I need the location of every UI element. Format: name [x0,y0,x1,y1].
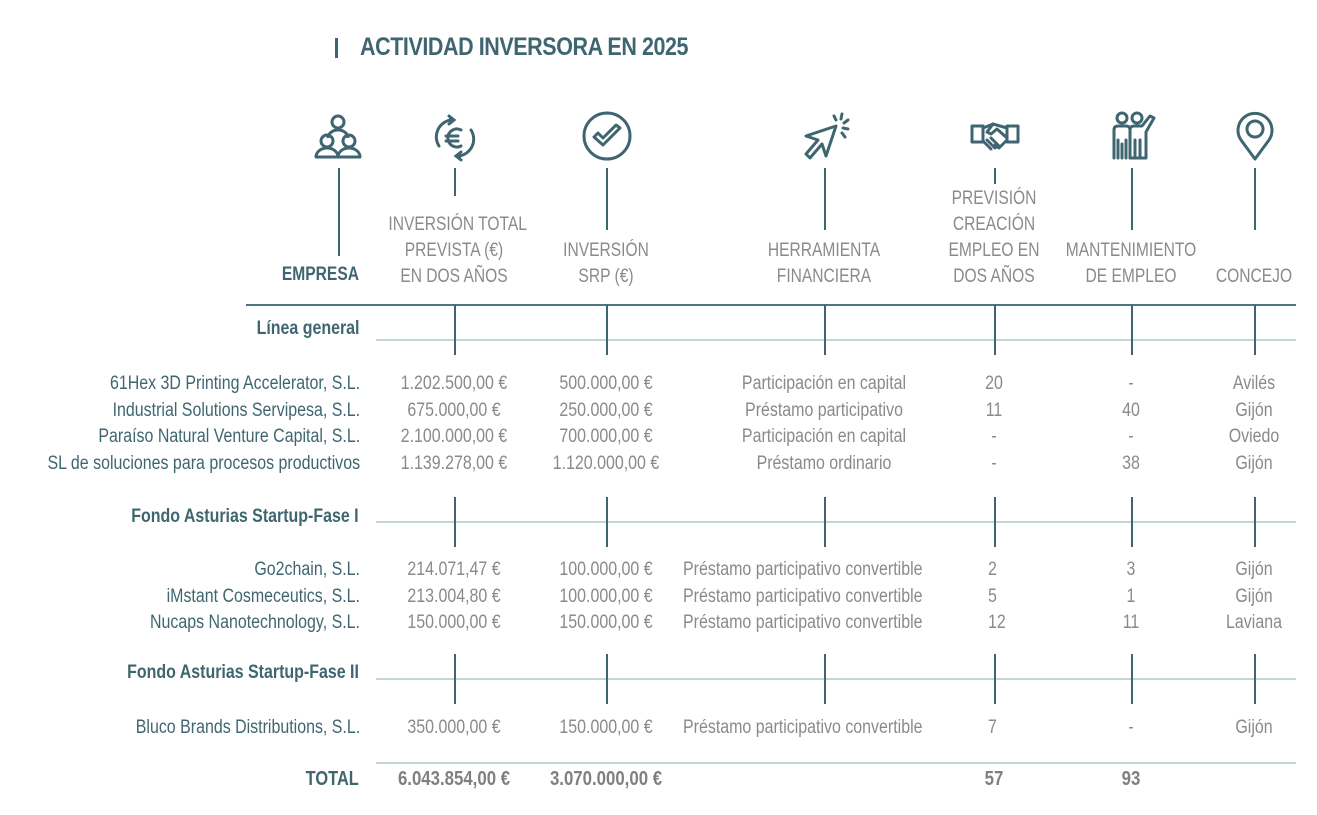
table-cell-inversion-srp: 500.000,00 € 250.000,00 € 700.000,00 € 1… [552,373,660,474]
table-cell-herramienta: Participación en capital Préstamo partic… [741,373,907,474]
page-title: ACTIVIDAD INVERSORA EN 2025 [360,33,689,61]
total-prevision-empleo: 57 [984,768,1004,790]
section-rule [376,339,1296,341]
table-cell-inversion-srp: 100.000,00 € 100.000,00 € 150.000,00 € [559,559,653,633]
title-accent-bar [335,38,338,58]
column-tick [824,305,826,355]
table-cell-prevision: 2 5 12 [988,559,1006,633]
table-cell-concejo: Gijón Gijón Laviana [1226,559,1282,633]
handshake-icon [969,110,1021,162]
column-tick [994,654,996,704]
section-title-linea-general: Línea general [256,318,359,339]
column-tick [1254,305,1256,355]
table-cell-empresa: 61Hex 3D Printing Accelerator, S.L. Indu… [47,373,360,474]
header-empresa: EMPRESA [281,264,359,285]
section-rule [376,521,1296,523]
total-inversion-srp: 3.070.000,00 € [549,768,663,790]
location-pin-icon [1229,110,1281,162]
column-tick [1131,654,1133,704]
header-divider [246,304,1296,306]
header-mantenimiento: MANTENIMIENTO DE EMPLEO [1065,240,1197,287]
column-tick [824,497,826,547]
column-line-inversion-srp [606,168,608,230]
column-tick [606,654,608,704]
header-herramienta: HERRAMIENTA FINANCIERA [767,240,881,287]
table-cell-inversion-srp: 150.000,00 € [559,717,653,738]
check-circle-icon [581,110,633,162]
table-cell-inversion-total: 1.202.500,00 € 675.000,00 € 2.100.000,00… [400,373,508,474]
column-tick [1131,497,1133,547]
column-tick [606,497,608,547]
column-line-empresa [338,168,340,256]
column-tick [454,305,456,355]
table-cell-herramienta: Préstamo participativo convertible Prést… [683,559,923,633]
total-divider [376,762,1296,764]
total-mantenimiento: 93 [1121,768,1141,790]
table-cell-concejo: Avilés Gijón Oviedo Gijón [1228,373,1280,474]
column-tick [454,654,456,704]
section-title-fase-2: Fondo Asturias Startup-Fase II [127,662,359,683]
column-tick [454,497,456,547]
table-cell-inversion-total: 214.071,47 € 213.004,80 € 150.000,00 € [407,559,501,633]
section-title-fase-1: Fondo Asturias Startup-Fase I [131,506,359,527]
column-line-prevision [994,168,996,184]
table-cell-prevision: 7 [988,717,997,738]
table-cell-empresa: Go2chain, S.L. iMstant Cosmeceutics, S.L… [150,559,360,633]
table-cell-mantenimiento: - 40 - 38 [1122,373,1140,474]
column-tick [1254,497,1256,547]
header-concejo: CONCEJO [1215,266,1293,287]
column-tick [1131,305,1133,355]
column-line-concejo [1254,168,1256,230]
table-cell-mantenimiento: 3 1 11 [1122,559,1140,633]
column-tick [1254,654,1256,704]
header-inversion-total: INVERSIÓN TOTAL PREVISTA (€) EN DOS AÑOS [388,214,527,287]
table-cell-mantenimiento: - [1128,717,1134,738]
column-line-inversion-total [454,168,456,196]
column-tick [824,654,826,704]
table-cell-inversion-total: 350.000,00 € [407,717,501,738]
total-label: TOTAL [305,768,359,790]
table-cell-herramienta: Préstamo participativo convertible [683,717,923,738]
total-inversion-total: 6.043.854,00 € [397,768,511,790]
column-tick [994,305,996,355]
table-cell-concejo: Gijón [1235,717,1273,738]
group-people-icon [312,112,364,164]
column-tick [606,305,608,355]
column-tick [994,497,996,547]
people-waving-icon [1108,110,1160,162]
header-prevision-empleo: PREVISIÓN CREACIÓN EMPLEO EN DOS AÑOS [948,188,1040,287]
header-inversion-srp: INVERSIÓN SRP (€) [563,240,649,287]
column-line-herramienta [824,168,826,230]
section-rule [376,678,1296,680]
column-line-mantenimiento [1131,168,1133,230]
table-cell-prevision: 20 11 - - [985,373,1003,474]
table-cell-empresa: Bluco Brands Distributions, S.L. [135,717,360,738]
euro-cycle-icon [429,112,481,164]
cursor-click-icon [800,110,852,162]
